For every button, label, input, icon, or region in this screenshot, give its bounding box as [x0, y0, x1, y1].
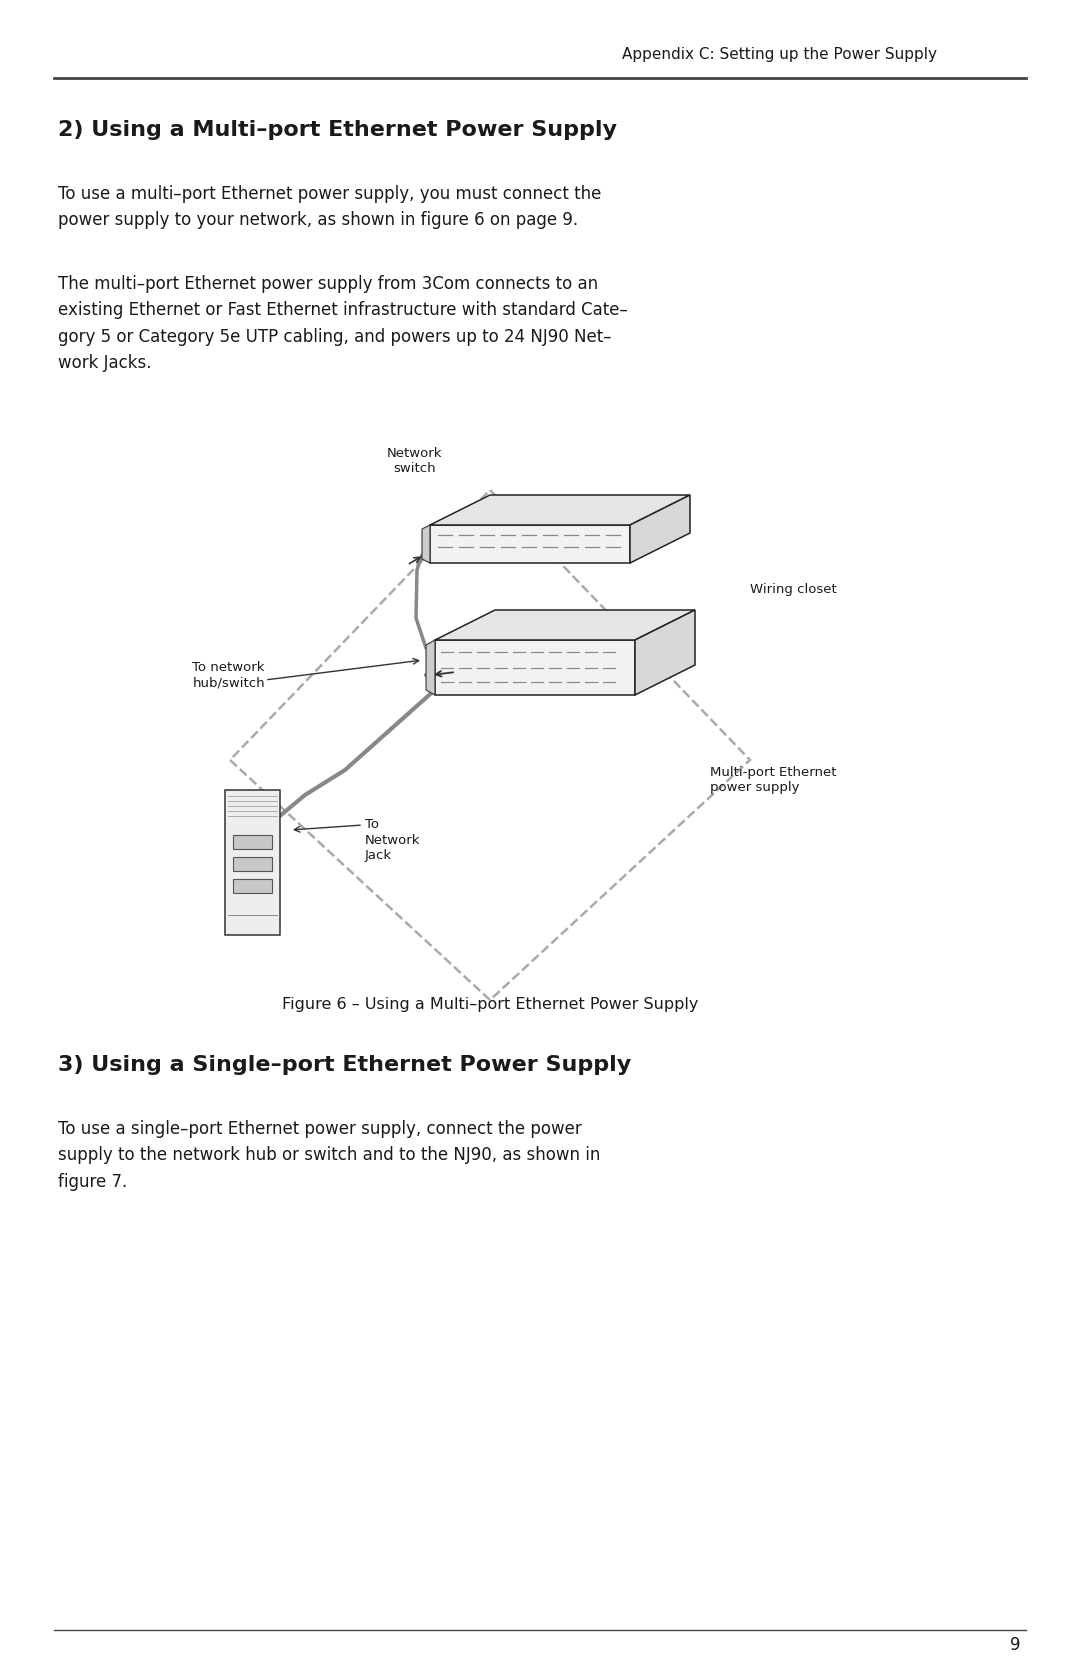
Polygon shape: [635, 610, 696, 694]
Polygon shape: [422, 525, 430, 563]
Polygon shape: [233, 879, 272, 894]
Text: To use a multi–port Ethernet power supply, you must connect the
power supply to : To use a multi–port Ethernet power suppl…: [58, 184, 602, 229]
Text: Figure 6 – Using a Multi–port Ethernet Power Supply: Figure 6 – Using a Multi–port Ethernet P…: [282, 998, 698, 1013]
Polygon shape: [233, 835, 272, 849]
Text: To
Network
Jack: To Network Jack: [365, 819, 420, 862]
Polygon shape: [435, 639, 635, 694]
Text: 9: 9: [1010, 1636, 1021, 1654]
Text: Multi-port Ethernet
power supply: Multi-port Ethernet power supply: [710, 766, 837, 794]
Polygon shape: [435, 610, 696, 639]
Text: To use a single–port Ethernet power supply, connect the power
supply to the netw: To use a single–port Ethernet power supp…: [58, 1120, 600, 1191]
Text: The multi–port Ethernet power supply from 3Com connects to an
existing Ethernet : The multi–port Ethernet power supply fro…: [58, 276, 627, 372]
Text: Appendix C: Setting up the Power Supply: Appendix C: Setting up the Power Supply: [622, 48, 937, 63]
Text: To network
hub/switch: To network hub/switch: [192, 661, 265, 689]
Polygon shape: [430, 525, 630, 563]
Polygon shape: [233, 857, 272, 870]
Text: 2) Using a Multi–port Ethernet Power Supply: 2) Using a Multi–port Ethernet Power Sup…: [58, 120, 617, 140]
Text: Network
switch: Network switch: [388, 447, 443, 475]
Polygon shape: [426, 639, 435, 694]
Polygon shape: [630, 495, 690, 563]
Polygon shape: [225, 791, 280, 935]
Text: 3) Using a Single–port Ethernet Power Supply: 3) Using a Single–port Ethernet Power Su…: [58, 1055, 631, 1075]
Polygon shape: [430, 495, 690, 525]
Text: Wiring closet: Wiring closet: [750, 583, 837, 596]
